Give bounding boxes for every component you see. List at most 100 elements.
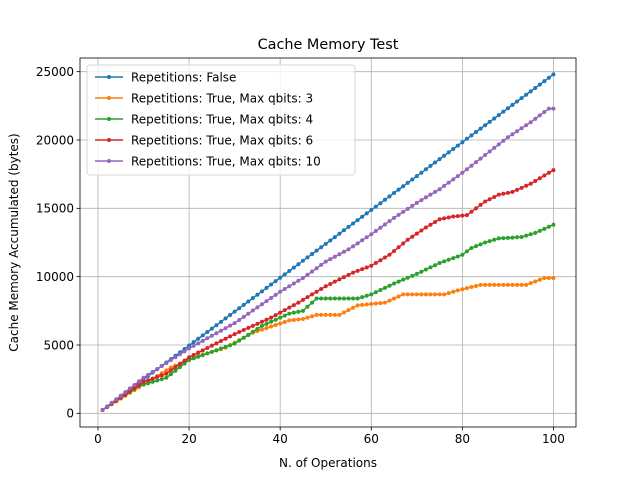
data-point [264,326,269,331]
data-point [196,350,201,355]
data-point [510,132,515,137]
data-point [164,375,169,380]
data-point [515,187,520,192]
data-point [433,160,438,165]
data-point [155,366,160,371]
data-point [159,377,164,382]
data-point [241,314,246,319]
data-point [150,369,155,374]
data-point [228,323,233,328]
data-point [455,254,460,259]
data-point [410,292,415,297]
data-point [155,374,160,379]
data-point [282,313,287,318]
data-point [528,89,533,94]
data-point [442,259,447,264]
data-point [364,293,369,298]
data-point [150,376,155,381]
data-point [546,224,551,229]
series-3 [100,168,556,412]
data-point [341,249,346,254]
data-point [255,326,260,331]
data-point [446,215,451,220]
data-point [469,209,474,214]
data-point [483,153,488,158]
data-point [328,281,333,286]
data-point [483,123,488,128]
data-point [273,279,278,284]
data-point [382,255,387,260]
data-point [132,382,137,387]
data-point [474,244,479,249]
data-point [228,313,233,318]
data-point [269,324,274,329]
data-point [542,226,547,231]
data-point [351,305,356,310]
data-point [460,252,465,257]
data-point [205,346,210,351]
data-point [419,228,424,233]
data-point [337,277,342,282]
data-point [382,222,387,227]
data-point [405,206,410,211]
data-point [255,321,260,326]
data-point [437,261,442,265]
data-point [487,149,492,154]
data-point [492,145,497,150]
data-point [328,257,333,262]
data-point [515,129,520,134]
data-point [278,275,283,280]
data-point [510,282,515,287]
data-point [537,82,542,87]
data-point [387,219,392,224]
data-point [255,292,260,297]
data-point [546,75,551,80]
data-point [337,296,342,301]
data-point [250,329,255,334]
data-point [451,146,456,151]
data-point [250,323,255,328]
data-point [305,315,310,320]
data-point [419,292,424,297]
data-point [314,312,319,317]
data-point [460,170,465,175]
data-point [136,383,141,388]
data-point [446,257,451,262]
data-point [474,160,479,165]
data-point [492,116,497,121]
data-point [187,346,192,351]
data-point [241,335,246,340]
data-point [305,295,310,300]
data-point [528,181,533,186]
data-point [159,364,164,369]
data-point [346,247,351,252]
data-point [401,277,406,282]
data-point [291,317,296,322]
data-point [259,302,264,307]
data-point [464,286,469,291]
data-point [323,296,328,301]
data-point [241,302,246,307]
data-point [196,336,201,341]
data-point [433,263,438,268]
data-point [232,332,237,337]
data-point [346,308,351,313]
data-point [510,235,515,240]
data-point [159,373,164,378]
data-point [223,316,228,321]
data-point [392,215,397,220]
data-point [346,224,351,229]
data-point [132,386,137,391]
data-point [410,177,415,182]
data-point [337,252,342,257]
data-point [223,326,228,331]
data-point [323,241,328,246]
data-point [319,245,324,250]
data-point [177,361,182,366]
data-point [232,321,237,326]
data-point [319,296,324,301]
data-point [487,282,492,287]
data-point [319,262,324,267]
data-point [300,317,305,322]
data-point [214,348,219,353]
